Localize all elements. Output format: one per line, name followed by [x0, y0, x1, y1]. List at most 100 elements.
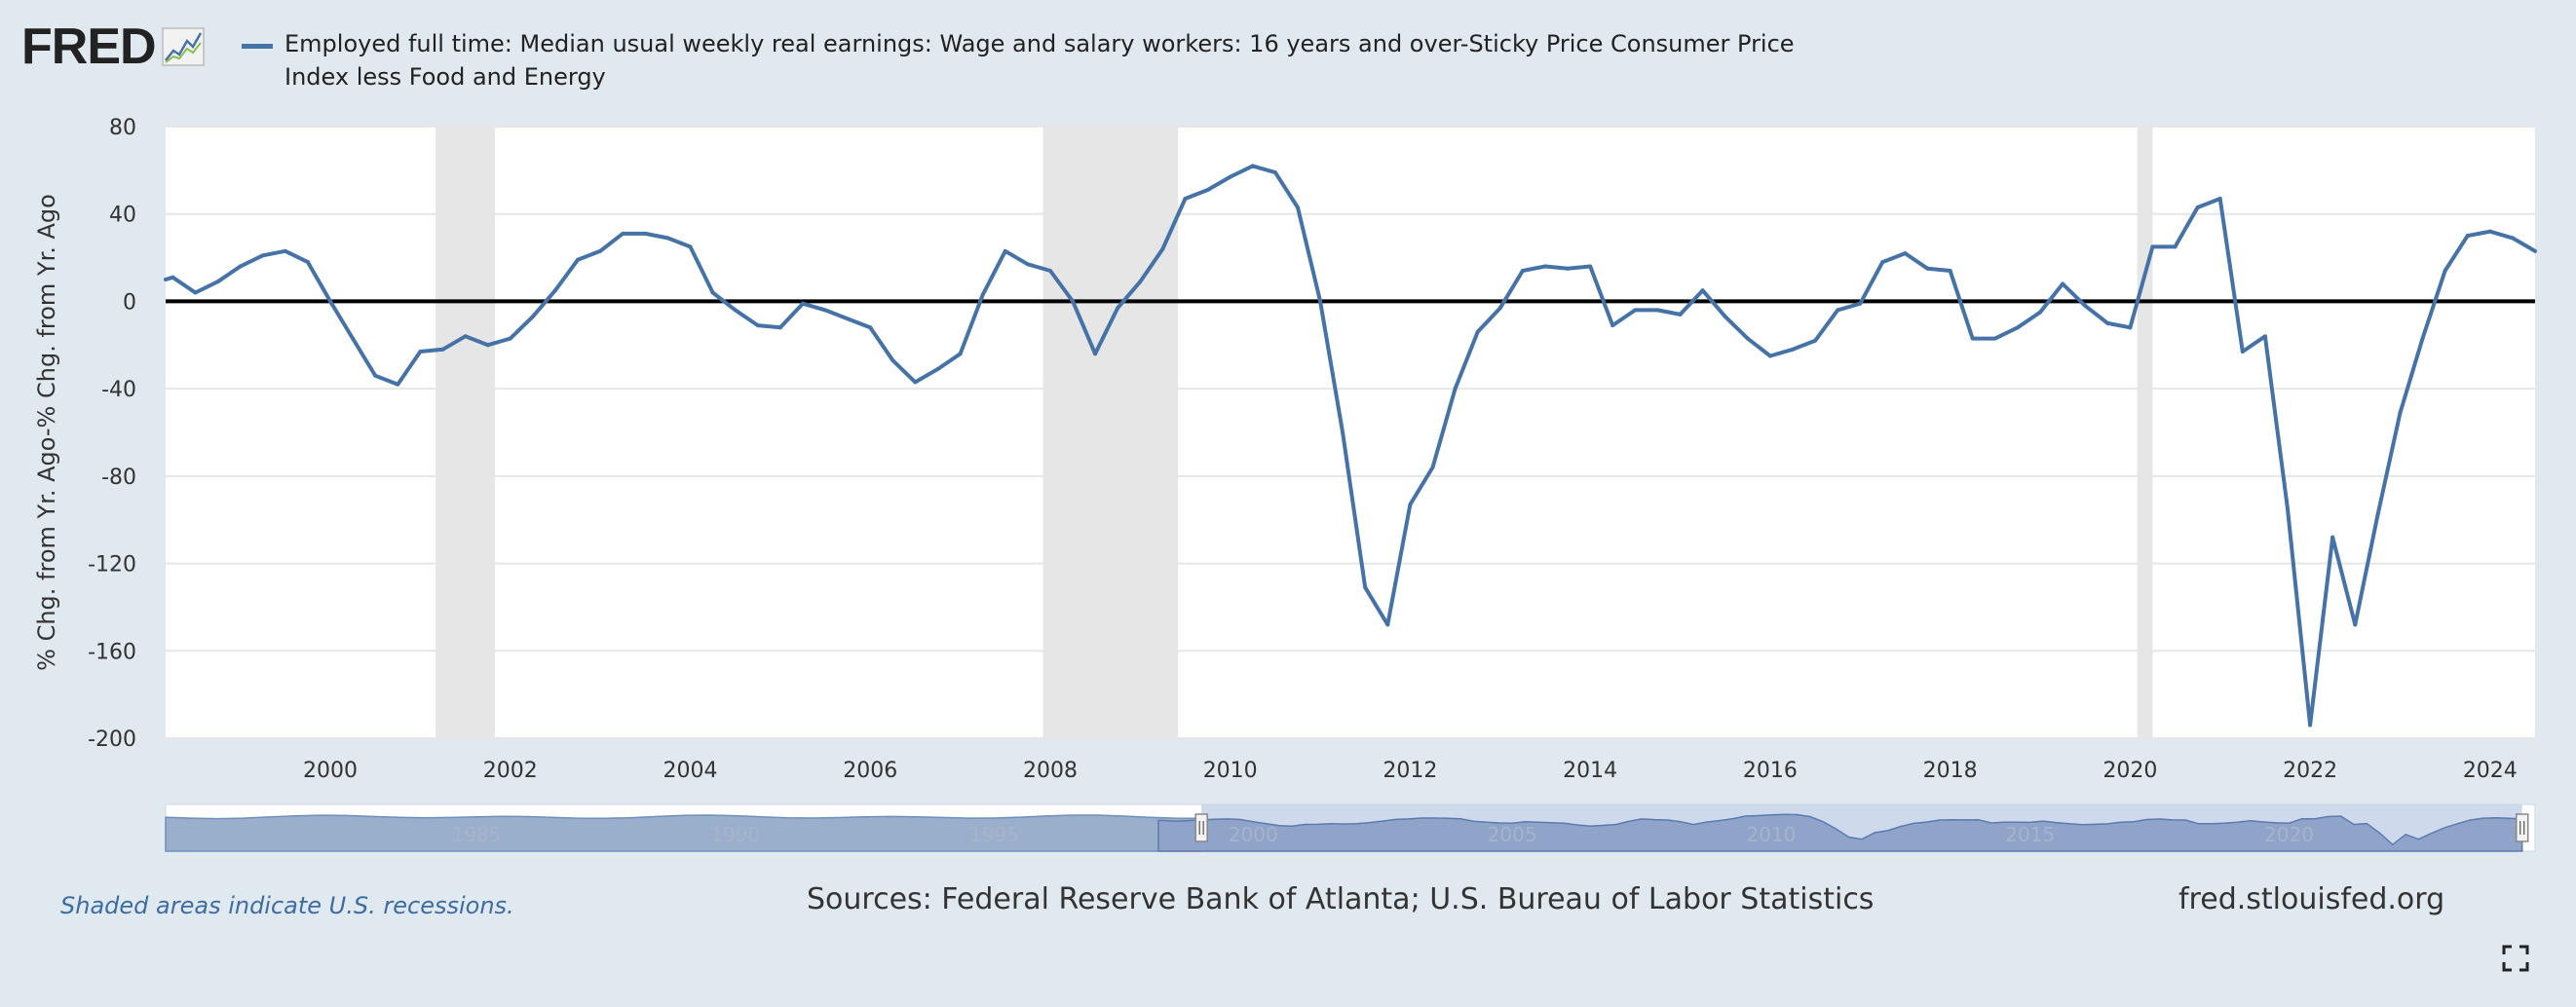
navigator-tick-label: 2010 — [1746, 823, 1796, 846]
data-point — [2465, 234, 2470, 239]
chart: 80 40 0 -40 -80 -120 -160 -200 2000 2002 2004 2006… — [33, 116, 2537, 852]
data-point — [935, 366, 940, 371]
data-point — [2308, 723, 2313, 727]
x-axis-ticks: 2000 2002 2004 2006 2008 2010 2012 2014 2016 2018… — [303, 759, 2518, 783]
data-point — [463, 334, 468, 339]
navigator-tick-label: 2015 — [2005, 823, 2055, 846]
fred-logo[interactable]: FRED — [21, 21, 205, 72]
data-point — [1903, 251, 1908, 256]
data-point — [733, 308, 738, 313]
data-point — [552, 288, 557, 293]
x-tick-label: 2000 — [303, 759, 358, 783]
navigator-area-outside — [165, 814, 1202, 852]
recession-band — [2137, 127, 2153, 738]
data-point — [598, 248, 603, 253]
data-point — [215, 280, 220, 284]
data-point — [193, 290, 198, 295]
x-tick-label: 2022 — [2283, 759, 2337, 783]
navigator-tick-label: 1995 — [969, 823, 1019, 846]
data-point — [1025, 262, 1030, 267]
data-point — [2533, 248, 2537, 253]
data-point — [2195, 205, 2200, 209]
data-point — [1790, 347, 1795, 352]
navigator-tick-label: 2020 — [2264, 823, 2314, 846]
data-point — [2061, 281, 2065, 286]
data-point — [1003, 248, 1007, 253]
y-tick-label: 0 — [123, 290, 136, 315]
data-point — [1678, 312, 1683, 317]
data-point — [2083, 303, 2088, 308]
x-tick-label: 2002 — [483, 759, 538, 783]
data-point — [1071, 299, 1076, 304]
data-point — [2105, 320, 2110, 325]
data-point — [1205, 188, 1210, 193]
data-point — [1228, 174, 1232, 179]
navigator-area-selected — [1157, 813, 2523, 852]
range-navigator[interactable]: 1985 1990 1995 2000 2005 2010 2015 2020 — [165, 803, 2536, 852]
data-point — [1588, 264, 1593, 269]
data-point — [283, 248, 287, 253]
data-point — [913, 380, 918, 385]
data-point — [1767, 354, 1772, 358]
x-tick-label: 2014 — [1563, 759, 1617, 783]
data-point — [1408, 503, 1413, 507]
data-point — [621, 231, 625, 236]
x-tick-label: 2016 — [1743, 759, 1798, 783]
handle-grip[interactable] — [2515, 813, 2529, 842]
data-point — [1497, 306, 1502, 311]
data-point — [688, 244, 693, 249]
data-point — [351, 336, 356, 341]
data-point — [1183, 197, 1188, 202]
data-point — [2443, 269, 2447, 274]
data-point — [508, 336, 512, 341]
recession-band — [1042, 127, 1179, 738]
fullscreen-icon[interactable] — [2502, 945, 2529, 972]
site-link[interactable]: fred.stlouisfed.org — [2178, 882, 2445, 916]
navigator-tick-label: 2000 — [1229, 823, 1278, 846]
data-point — [1925, 266, 1930, 271]
data-point — [1836, 308, 1840, 313]
series-points — [164, 164, 2537, 727]
data-point — [2262, 334, 2267, 339]
data-point — [868, 325, 873, 330]
data-point — [755, 323, 760, 328]
legend-series-swatch — [242, 44, 273, 49]
data-point — [328, 299, 333, 304]
y-tick-label: -200 — [88, 727, 136, 752]
handle-grip[interactable] — [1194, 813, 1208, 842]
data-point — [170, 275, 175, 280]
data-point — [1610, 323, 1615, 328]
data-point — [2285, 506, 2290, 511]
data-point — [2330, 535, 2335, 540]
data-point — [2037, 310, 2042, 315]
x-tick-label: 2024 — [2463, 759, 2518, 783]
data-point — [2375, 513, 2380, 518]
data-point — [2128, 325, 2133, 330]
navigator-handle-right[interactable] — [2515, 813, 2529, 842]
data-point — [1116, 306, 1120, 311]
x-tick-label: 2010 — [1203, 759, 1258, 783]
data-point — [1566, 266, 1571, 271]
data-point — [2150, 244, 2155, 249]
data-point — [1475, 329, 1480, 334]
navigator-handle-left[interactable] — [1194, 813, 1208, 842]
data-point — [800, 301, 805, 306]
y-tick-label: -40 — [101, 378, 136, 402]
data-point — [1138, 280, 1143, 284]
data-point — [2398, 410, 2403, 415]
data-point — [1520, 269, 1525, 274]
data-point — [1813, 338, 1818, 343]
navigator-ticks: 1985 1990 1995 2000 2005 2010 2015 2020 — [451, 823, 2313, 846]
data-point — [1250, 164, 1255, 168]
data-point — [373, 373, 378, 378]
data-point — [1385, 622, 1390, 627]
data-point — [440, 347, 445, 352]
y-tick-label: 80 — [109, 116, 136, 140]
plot-background — [166, 127, 2535, 738]
sources-text: Sources: Federal Reserve Bank of Atlanta… — [807, 882, 1875, 916]
data-point — [1970, 336, 1975, 341]
x-tick-label: 2020 — [2102, 759, 2157, 783]
line-chart-icon — [161, 27, 205, 66]
data-point — [530, 315, 535, 319]
data-point — [2487, 229, 2492, 234]
